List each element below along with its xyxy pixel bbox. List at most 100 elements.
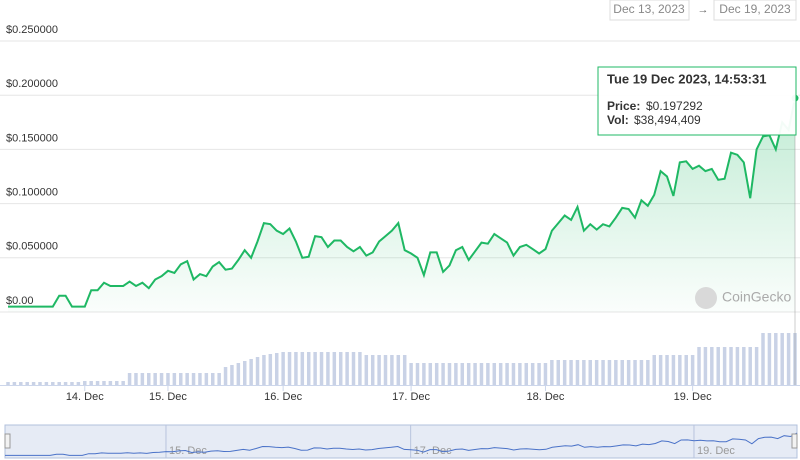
y-tick-label: $0.150000: [6, 132, 58, 144]
volume-bar: [338, 352, 343, 385]
volume-bar: [697, 347, 701, 385]
x-tick-label: 19. Dec: [674, 391, 712, 403]
volume-bar: [83, 381, 87, 385]
volume-bar: [211, 373, 215, 385]
volume-bar: [383, 355, 388, 385]
volume-bar: [409, 363, 413, 385]
volume-bar: [710, 347, 714, 385]
y-tick-label: $0.00: [6, 295, 34, 307]
volume-bar: [121, 381, 125, 385]
volume-bar: [95, 381, 100, 385]
volume-bar: [242, 361, 247, 385]
volume-bar: [249, 359, 253, 385]
volume-bar: [466, 363, 471, 385]
volume-bar: [326, 352, 330, 385]
volume-bar: [646, 360, 650, 385]
volume-bar: [729, 347, 733, 385]
volume-bar: [31, 382, 36, 385]
volume-bar: [786, 333, 791, 385]
tooltip-vol-label: Vol:: [607, 113, 629, 127]
volume-bar: [614, 360, 618, 385]
volume-bar: [19, 382, 23, 385]
volume-bar: [690, 355, 695, 385]
volume-bar: [198, 373, 202, 385]
volume-bar: [742, 347, 746, 385]
volume-bar: [370, 355, 375, 385]
volume-bar: [479, 363, 484, 385]
volume-bar: [498, 363, 503, 385]
volume-bar: [569, 360, 573, 385]
volume-bar: [166, 373, 170, 385]
volume-bar: [601, 360, 605, 385]
range-to[interactable]: [713, 0, 797, 21]
volume-bar: [25, 382, 29, 385]
volume-bar: [108, 381, 113, 385]
watermark: CoinGecko: [695, 287, 791, 309]
volume-bar: [575, 360, 580, 385]
volume-bar: [377, 355, 381, 385]
volume-bar: [550, 360, 554, 385]
volume-bar: [402, 355, 407, 385]
volume-bar: [306, 352, 311, 385]
volume-bar: [63, 382, 68, 385]
volume-bar: [460, 363, 465, 385]
volume-bar: [147, 373, 151, 385]
volume-bar: [505, 363, 509, 385]
volume-bar: [6, 382, 10, 385]
navigator-label: 19. Dec: [697, 445, 735, 457]
range-from-text: Dec 13, 2023: [613, 2, 685, 16]
tooltip-vol: $38,494,409: [634, 113, 701, 127]
volume-bar: [639, 360, 644, 385]
volume-bar: [530, 363, 535, 385]
volume-bar: [684, 355, 688, 385]
volume-bar: [179, 373, 183, 385]
volume-bar: [620, 360, 624, 385]
volume-bar: [415, 363, 420, 385]
volume-bar: [217, 373, 221, 385]
x-tick-label: 18. Dec: [527, 391, 565, 403]
volume-bar: [115, 381, 119, 385]
navigator-handle[interactable]: [4, 433, 11, 449]
volume-bar: [153, 373, 157, 385]
volume-bar: [492, 363, 497, 385]
volume-bar: [607, 360, 612, 385]
watermark-text: CoinGecko: [722, 289, 791, 305]
navigator-line: [5, 432, 798, 456]
volume-bar: [703, 347, 708, 385]
volume-bar: [594, 360, 599, 385]
volume-bar: [204, 373, 209, 385]
volume-bar: [364, 355, 369, 385]
volume-bar: [274, 353, 279, 385]
volume-bar: [518, 363, 522, 385]
volume-bar: [294, 352, 298, 385]
volume-bar: [537, 363, 541, 385]
volume-bar: [767, 333, 772, 385]
volume-bar: [51, 382, 55, 385]
volume-bar: [319, 352, 324, 385]
volume-bar: [422, 363, 426, 385]
volume-bar: [473, 363, 477, 385]
y-tick-label: $0.050000: [6, 241, 58, 253]
volume-bar: [268, 354, 273, 385]
volume-bar: [287, 352, 292, 385]
volume-bar: [358, 352, 362, 385]
navigator[interactable]: 15. Dec 17. Dec 19. Dec: [4, 424, 798, 459]
volume-bar: [134, 373, 138, 385]
volume-bar: [12, 382, 17, 385]
volume-bar: [345, 352, 349, 385]
volume-bar: [236, 363, 241, 385]
volume-bar: [678, 355, 682, 385]
volume-bar: [671, 355, 676, 385]
volume-bar: [754, 347, 759, 385]
volume-bar: [652, 355, 656, 385]
y-tick-label: $0.100000: [6, 187, 58, 199]
navigator-handle[interactable]: [791, 433, 798, 449]
tooltip-date: Tue 19 Dec 2023, 14:53:31: [607, 71, 766, 86]
volume-bar: [761, 333, 765, 385]
volume-bar: [735, 347, 740, 385]
volume-bar: [262, 355, 266, 385]
range-from[interactable]: [609, 0, 690, 21]
volume-bar: [191, 373, 196, 385]
volume-bar: [434, 363, 439, 385]
volume-bar: [486, 363, 490, 385]
